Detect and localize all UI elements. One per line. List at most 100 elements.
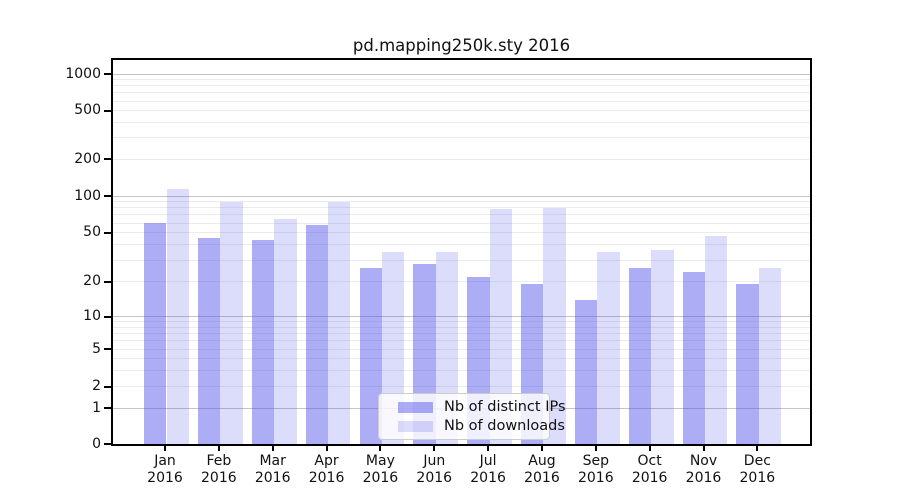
legend-row: Nb of downloads bbox=[379, 418, 565, 434]
y-axis-tick-label: 10 bbox=[83, 308, 101, 325]
y-tick-mark bbox=[104, 158, 111, 161]
y-axis-tick-label: 200 bbox=[74, 150, 101, 167]
bar-oct-downloads bbox=[651, 250, 674, 444]
y-tick-mark bbox=[104, 280, 111, 283]
gridline bbox=[113, 122, 810, 124]
bar-may-distinct-ips bbox=[359, 267, 382, 444]
bar-sep-distinct-ips bbox=[574, 299, 598, 444]
x-axis-tick-label-year: 2016 bbox=[524, 470, 560, 486]
y-tick-mark bbox=[104, 385, 111, 388]
x-axis-tick-label-year: 2016 bbox=[631, 470, 668, 486]
x-tick-mark bbox=[379, 446, 382, 451]
y-tick-mark bbox=[104, 231, 111, 234]
bar-mar-distinct-ips bbox=[251, 239, 275, 444]
x-tick-mark bbox=[540, 446, 543, 451]
gridline bbox=[113, 158, 810, 160]
y-tick-mark bbox=[104, 195, 111, 197]
legend-label: Nb of distinct IPs bbox=[444, 399, 566, 415]
bar-mar-downloads bbox=[274, 218, 297, 444]
x-axis-tick-label-month: May bbox=[365, 453, 395, 469]
y-axis-tick-label: 1 bbox=[92, 399, 101, 416]
gridline bbox=[113, 348, 810, 350]
y-tick-mark bbox=[104, 443, 111, 445]
gridline bbox=[113, 100, 810, 102]
gridline bbox=[113, 281, 810, 283]
bar-oct-distinct-ips bbox=[628, 267, 652, 444]
gridline bbox=[113, 92, 810, 94]
gridline bbox=[113, 326, 810, 328]
x-tick-mark bbox=[217, 446, 220, 451]
bar-feb-downloads bbox=[220, 201, 243, 444]
x-axis-tick-label-month: Feb bbox=[206, 453, 232, 469]
y-axis-tick-label: 2 bbox=[92, 378, 101, 395]
x-tick-mark bbox=[164, 446, 166, 451]
bar-apr-downloads bbox=[328, 201, 351, 444]
legend-label: Nb of downloads bbox=[444, 418, 565, 434]
y-tick-mark bbox=[104, 109, 111, 112]
gridline bbox=[113, 340, 810, 342]
bar-jan-downloads bbox=[166, 189, 189, 444]
x-axis-tick-label-month: Mar bbox=[259, 453, 286, 469]
bar-apr-distinct-ips bbox=[305, 224, 329, 444]
y-axis-tick-label: 20 bbox=[83, 273, 101, 290]
bar-nov-downloads bbox=[705, 236, 728, 444]
gridline bbox=[113, 232, 810, 234]
x-tick-mark bbox=[325, 446, 328, 451]
x-tick-mark bbox=[433, 446, 436, 451]
gridline bbox=[113, 137, 810, 139]
y-tick-mark bbox=[104, 73, 111, 75]
gridline bbox=[113, 332, 810, 334]
gridline bbox=[113, 73, 810, 75]
x-axis-tick-label-year: 2016 bbox=[362, 470, 399, 486]
gridline bbox=[113, 85, 810, 87]
x-axis-tick-label-year: 2016 bbox=[308, 470, 345, 486]
legend-swatch bbox=[398, 401, 433, 413]
y-axis-tick-label: 1000 bbox=[65, 65, 101, 82]
y-axis-tick-label: 5 bbox=[92, 340, 101, 357]
bar-sep-downloads bbox=[597, 251, 620, 444]
x-axis-tick-label-month: Nov bbox=[689, 453, 718, 469]
x-axis-tick-label-month: Aug bbox=[528, 453, 556, 469]
bar-jul-downloads bbox=[489, 209, 512, 444]
x-axis-tick-label-month: Dec bbox=[743, 453, 771, 469]
x-tick-mark bbox=[271, 446, 274, 451]
gridline bbox=[113, 110, 810, 112]
x-tick-mark bbox=[487, 446, 490, 451]
x-axis-tick-label-year: 2016 bbox=[470, 470, 506, 486]
x-axis-tick-label-year: 2016 bbox=[577, 470, 614, 486]
y-axis-tick-label: 0 bbox=[92, 435, 101, 452]
bar-nov-distinct-ips bbox=[682, 271, 705, 444]
y-tick-mark bbox=[104, 348, 111, 351]
gridline bbox=[113, 357, 810, 359]
x-tick-mark bbox=[648, 446, 651, 451]
gridline bbox=[113, 201, 810, 203]
gridline bbox=[113, 259, 810, 261]
y-axis-tick-label: 500 bbox=[74, 102, 101, 119]
y-tick-mark bbox=[104, 407, 111, 410]
legend-swatch bbox=[398, 420, 433, 432]
x-axis-tick-label-month: Jan bbox=[154, 453, 176, 469]
plot-area bbox=[111, 58, 812, 446]
x-axis-tick-label-month: Jun bbox=[423, 453, 446, 469]
x-axis-tick-label-year: 2016 bbox=[739, 470, 776, 486]
x-tick-mark bbox=[702, 446, 705, 451]
x-axis-tick-label-year: 2016 bbox=[685, 470, 722, 486]
gridline bbox=[113, 369, 810, 371]
x-tick-mark bbox=[756, 446, 759, 451]
x-axis-tick-label-month: Jul bbox=[479, 453, 497, 469]
gridline bbox=[113, 195, 810, 197]
bar-dec-distinct-ips bbox=[736, 284, 759, 444]
bar-dec-downloads bbox=[758, 267, 782, 444]
gridline bbox=[113, 207, 810, 209]
gridline bbox=[113, 386, 810, 388]
x-tick-mark bbox=[594, 446, 597, 451]
y-tick-mark bbox=[104, 315, 111, 318]
gridline bbox=[113, 321, 810, 323]
bar-jan-distinct-ips bbox=[144, 223, 167, 444]
gridline bbox=[113, 79, 810, 81]
gridline bbox=[113, 244, 810, 246]
x-axis-tick-label-year: 2016 bbox=[147, 470, 183, 486]
y-axis-tick-label: 50 bbox=[83, 224, 101, 241]
x-axis-tick-label-year: 2016 bbox=[201, 470, 237, 486]
